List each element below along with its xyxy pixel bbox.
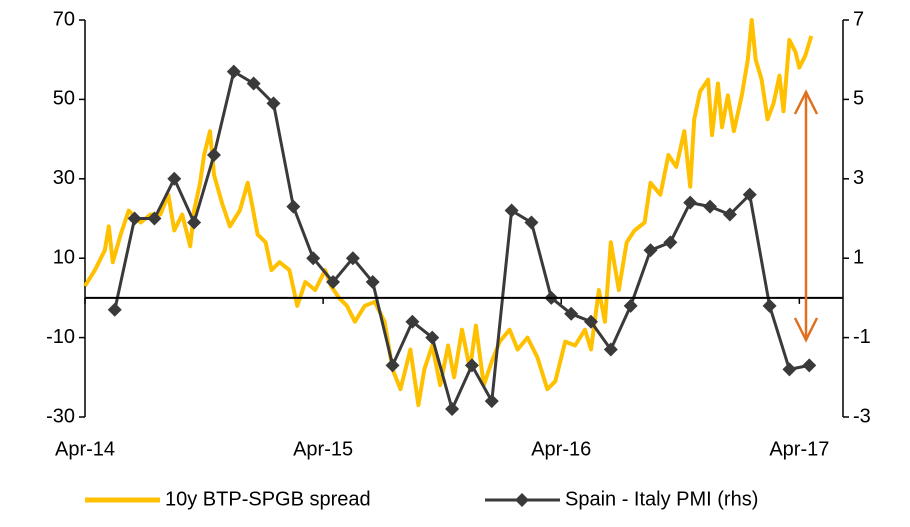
marker	[445, 402, 460, 417]
marker	[583, 314, 598, 329]
marker	[206, 147, 221, 162]
marker	[802, 358, 817, 373]
marker	[623, 298, 638, 313]
marker	[246, 76, 261, 91]
marker	[286, 199, 301, 214]
marker	[187, 215, 202, 230]
marker	[603, 342, 618, 357]
marker	[107, 302, 122, 317]
marker	[762, 298, 777, 313]
legend-label: Spain - Italy PMI (rhs)	[565, 488, 758, 510]
marker	[345, 251, 360, 266]
marker	[742, 187, 757, 202]
marker	[365, 275, 380, 290]
y-tick-label: 50	[53, 88, 75, 110]
marker	[564, 306, 579, 321]
marker	[524, 215, 539, 230]
marker	[266, 96, 281, 111]
y-tick-label: 10	[53, 246, 75, 268]
x-tick-label: Apr-15	[293, 438, 353, 460]
y-tick-label: 30	[53, 167, 75, 189]
marker	[167, 171, 182, 186]
marker	[425, 330, 440, 345]
plot-area: -30 -10 10 30 50 70 -3 -1 1 3 5 7 Apr-14 Apr-15 Apr-16…	[46, 8, 871, 510]
marker	[464, 358, 479, 373]
marker	[703, 199, 718, 214]
marker	[484, 394, 499, 409]
marker	[147, 211, 162, 226]
marker	[385, 358, 400, 373]
marker	[405, 314, 420, 329]
marker	[663, 235, 678, 250]
y-tick-label: -30	[46, 405, 75, 427]
y-tick-label: -10	[46, 326, 75, 348]
x-tick-label: Apr-17	[769, 438, 829, 460]
marker	[782, 362, 797, 377]
marker	[683, 195, 698, 210]
y2-tick-label: -1	[853, 326, 871, 348]
x-tick-label: Apr-14	[55, 438, 115, 460]
series-line	[113, 70, 810, 411]
marker	[326, 275, 341, 290]
y2-tick-label: 5	[853, 88, 864, 110]
x-tick-label: Apr-16	[531, 438, 591, 460]
marker	[306, 251, 321, 266]
arrow-head	[793, 89, 819, 115]
y2-tick-label: 1	[853, 246, 864, 268]
marker	[643, 243, 658, 258]
y2-tick-label: -3	[853, 405, 871, 427]
marker	[127, 211, 142, 226]
annotation-arrow	[793, 89, 819, 343]
y2-tick-label: 3	[853, 167, 864, 189]
marker	[504, 203, 519, 218]
arrow-head	[793, 317, 819, 343]
marker	[722, 207, 737, 222]
legend-marker	[515, 493, 529, 507]
y2-tick-label: 7	[853, 8, 864, 30]
y-tick-label: 70	[53, 8, 75, 30]
marker	[226, 64, 241, 79]
series-line	[83, 18, 814, 408]
legend-label: 10y BTP-SPGB spread	[165, 488, 371, 510]
